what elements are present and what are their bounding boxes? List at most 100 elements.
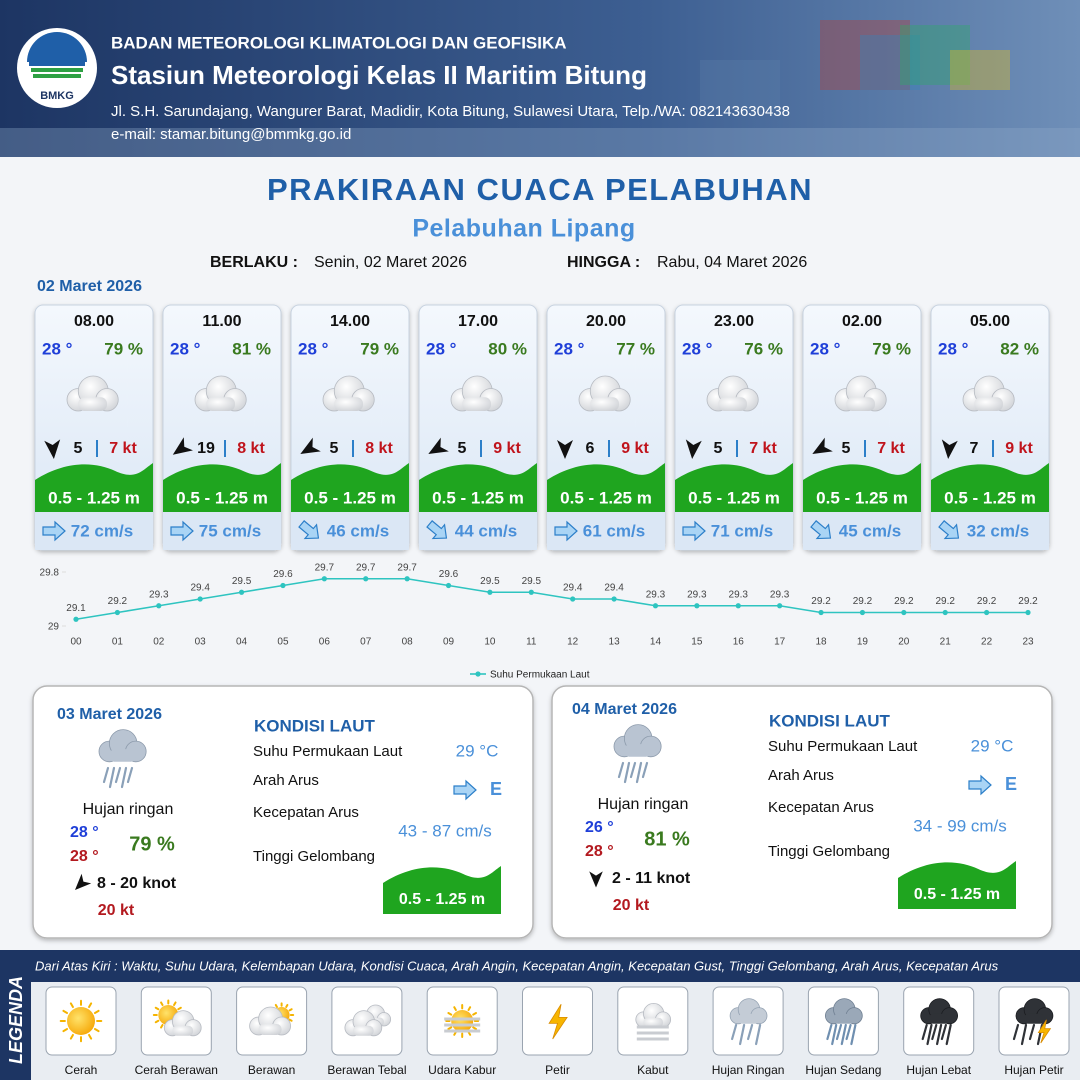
valid-from-label: BERLAKU : [210,254,298,271]
cloud-base [109,749,136,762]
data-label: 29.3 [149,589,169,600]
cloud-base [353,1025,374,1036]
x-tick-label: 04 [236,637,248,648]
sun-ray [160,1001,164,1007]
data-point [73,616,79,622]
legend-description: Dari Atas Kiri : Waktu, Suhu Udara, Kele… [35,958,999,973]
x-tick-label: 20 [898,637,910,648]
sun-ray [453,1006,457,1012]
sea-title: KONDISI LAUT [254,716,376,735]
x-tick-label: 17 [774,637,786,648]
sun-ray [88,1033,93,1040]
wind-direction-arrow [812,437,833,454]
card-current-speed: 45 cm/s [839,521,901,540]
agency-name: BADAN METEOROLOGI KLIMATOLOGI DAN GEOFIS… [111,33,567,52]
x-tick-label: 10 [484,637,496,648]
card-time: 23.00 [714,313,754,330]
data-label: 29.4 [190,583,210,594]
data-label: 29.6 [273,569,293,580]
x-tick-label: 01 [112,637,124,648]
day-date: 04 Maret 2026 [572,701,677,718]
card-temperature: 28 ° [810,339,841,358]
legend-topbar [0,950,1080,982]
data-point [652,603,659,609]
legend-item-label: Berawan Tebal [327,1063,406,1077]
card-temperature: 28 ° [170,339,201,358]
cloud-icon [578,375,631,412]
sun-ray [154,1019,160,1024]
card-wave [547,463,665,512]
cloud-icon [66,375,119,412]
cloud-icon [706,375,759,412]
card-wind-speed: 7 [970,440,979,457]
card-wave [803,463,921,512]
current-direction-arrow [298,520,320,540]
cloud-icon [98,729,147,763]
day-date: 02 Maret 2026 [37,278,142,295]
card-current-speed: 71 cm/s [711,521,773,540]
legend-item-label: Kabut [637,1063,669,1077]
card-wave [419,463,537,512]
sea-wave [383,866,501,914]
rain-drop [623,761,631,784]
card-temperature: 28 ° [554,339,585,358]
card-humidity: 79 % [360,339,399,358]
data-point [859,609,866,616]
rain-drop [921,1023,928,1041]
day-wind: 2 - 11 knot [612,870,691,887]
sun-ray [88,1002,93,1009]
sun-ray [93,1028,100,1033]
rain-drop [935,1023,943,1046]
rain-drop [126,766,134,784]
card-gust: 7 kt [109,440,137,457]
card-temperature: 28 ° [42,339,73,358]
sea-direction: E [490,779,502,799]
data-label: 29.2 [108,596,128,607]
x-tick-label: 09 [443,637,455,648]
data-point [445,582,452,589]
header-decor [820,20,910,90]
day-humidity: 79 % [129,833,175,855]
card-wave-height: 0.5 - 1.25 m [944,488,1036,507]
data-label: 29.3 [687,589,707,600]
day-condition: Hujan ringan [83,801,174,818]
rain-drop [926,1023,933,1046]
card-wind-speed: 6 [586,440,595,457]
rain-drop [850,1023,857,1046]
day-wind: 8 - 20 knot [97,875,177,892]
legend-marker [475,671,481,677]
card-wind-speed: 5 [714,440,723,457]
current-direction-arrow [938,520,960,540]
header-floor [0,128,1080,157]
data-point [528,589,534,595]
logo-text: BMKG [40,90,74,102]
x-tick-label: 03 [195,637,207,648]
sea-sst: 29 °C [456,741,499,760]
rain-drop [114,766,122,784]
data-point [363,576,369,582]
sea-label: Arah Arus [768,767,834,784]
sun-ray [93,1009,100,1014]
legend-item-label: Petir [545,1063,570,1077]
cloud-icon [825,998,863,1025]
cloud-base [78,397,107,411]
sea-current-speed: 43 - 87 cm/s [398,821,492,840]
sun-ray [447,1026,453,1030]
rain-drop [845,1023,852,1041]
card-temperature: 28 ° [298,339,329,358]
x-tick-label: 22 [981,637,993,648]
logo-stripe [33,74,81,78]
series-line [75,577,1028,621]
card-wave [163,463,281,512]
sun-disc [451,1010,474,1032]
day-temp-min: 26 ° [585,819,614,836]
header-banner [0,0,1080,157]
data-point [777,603,783,609]
sea-title: KONDISI LAUT [769,711,891,730]
y-tick-label: 29.8 [40,568,60,579]
rain-drop [754,1023,762,1046]
rain-drop [120,766,128,789]
data-label: 29.2 [935,596,955,607]
sun-ray [285,1003,289,1009]
